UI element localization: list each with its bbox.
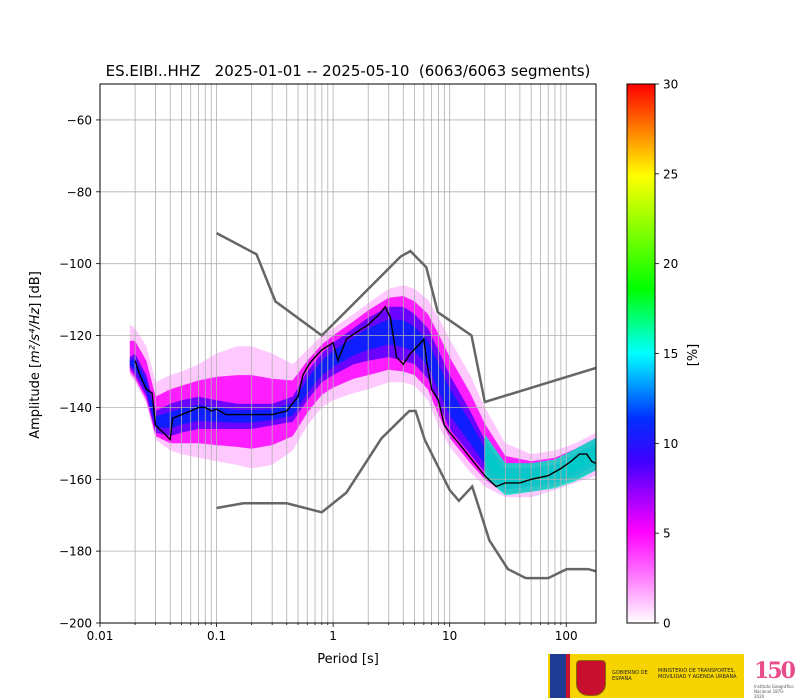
y-tick-label: −160 [59,473,92,487]
footer-logos: GOBIERNO DE ESPAÑA MINISTERIO DE TRANSPO… [548,652,796,699]
ign-logo-caption: Instituto Geográfico Nacional 1870-2020 [754,684,794,699]
y-tick-label: −60 [67,113,92,127]
chart-title: ES.EIBI..HHZ 2025-01-01 -- 2025-05-10 (6… [106,62,591,80]
colorbar-tick-label: 25 [663,167,678,181]
colorbar-tick-label: 10 [663,437,678,451]
colorbar-label: [%] [686,344,701,367]
y-axis-ticks: −60 −80 −100 −120 −140 −160 −180 −200 [59,113,100,631]
eu-flag-icon [550,654,566,698]
y-tick-label: −200 [59,617,92,631]
grid-lines [100,84,596,623]
y-label-prefix: Amplitude [ [28,363,43,439]
x-tick-label: 0.1 [207,629,226,643]
coat-of-arms-icon [576,660,606,696]
noise-models [216,231,596,580]
noise-model-high [216,231,596,404]
x-axis-ticks: 0.01 0.1 1 10 100 [87,623,578,643]
ign-anniversary-logo: 150 Instituto Geográfico Nacional 1870-2… [754,658,796,699]
y-tick-label: −140 [59,401,92,415]
y-tick-label: −120 [59,329,92,343]
y-label-units: m²/s⁴/Hz [28,307,43,363]
spain-flag-stripe-yellow [570,654,572,698]
mode-line-group [134,305,596,488]
x-tick-label: 10 [442,629,457,643]
y-tick-label: −100 [59,257,92,271]
colorbar-ticks: 0 5 10 15 20 25 30 [655,78,678,631]
colorbar-tick-label: 0 [663,617,671,631]
colorbar-tick-label: 20 [663,257,678,271]
ign-logo-number: 150 [754,658,796,684]
colorbar-tick-label: 15 [663,347,678,361]
noise-model-low [216,409,596,580]
y-tick-label: −180 [59,545,92,559]
x-tick-label: 1 [329,629,337,643]
y-label-suffix: ] [dB] [28,271,43,308]
colorbar-tick-label: 30 [663,78,678,92]
colorbar [626,83,656,624]
y-tick-label: −80 [67,185,92,199]
spain-flag-stripe [566,654,570,698]
x-tick-label: 0.01 [87,629,114,643]
y-axis-label: Amplitude [m²/s⁴/Hz] [dB] [28,271,43,439]
colorbar-tick-label: 5 [663,527,671,541]
plot-frame [99,83,597,624]
government-text: GOBIERNO DE ESPAÑA [612,670,648,682]
ministry-text: MINISTERIO DE TRANSPORTES, MOVILIDAD Y A… [658,668,737,680]
mode-line [134,305,596,488]
x-tick-label: 100 [555,629,578,643]
x-axis-label: Period [s] [317,652,379,667]
band-inner [129,319,596,485]
